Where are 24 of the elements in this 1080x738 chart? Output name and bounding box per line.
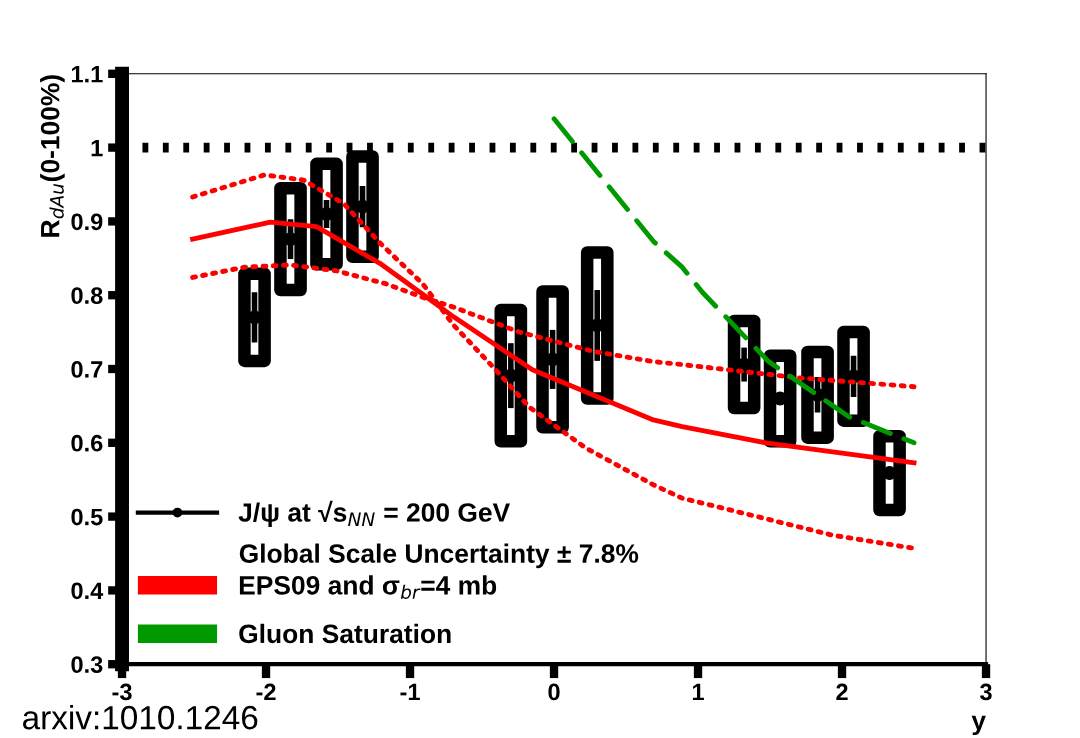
x-tick-label: 2 — [836, 683, 848, 701]
y-tick-label: 0.7 — [71, 361, 103, 378]
y-tick-label: 0.6 — [71, 434, 103, 452]
y-tick-label: 1.1 — [71, 66, 103, 83]
annotation: Global Scale Uncertainty ± 7.8% — [239, 543, 639, 569]
line-series — [551, 116, 917, 446]
x-tick-label: 0 — [548, 683, 560, 701]
legend-label: EPS09 and σ$_{br}$=4 mb — [239, 575, 497, 599]
y-axis-title: R$_{dAu}$(0-100%) — [40, 75, 65, 237]
y-tick-label: 0.4 — [71, 582, 104, 600]
x-tick-label: 1 — [692, 683, 704, 701]
x-tick-label: -1 — [400, 683, 420, 701]
y-tick-label: 0.9 — [71, 213, 103, 231]
x-axis-title: y — [971, 715, 986, 736]
legend-label: J/ψ at √s$_{NN}$ = 200 GeV — [238, 500, 510, 528]
y-tick-label: 0.8 — [71, 287, 103, 304]
x-tick-label: -3 — [112, 683, 132, 701]
x-tick-label: 3 — [980, 683, 992, 701]
legend-label: Gluon Saturation — [239, 623, 451, 644]
y-tick-label: 1 — [91, 139, 103, 157]
y-tick-label: 0.5 — [71, 508, 103, 526]
x-tick-label: -2 — [256, 683, 276, 701]
text: arxiv:1010.1246 — [23, 704, 258, 730]
y-tick-label: 0.3 — [71, 656, 103, 674]
